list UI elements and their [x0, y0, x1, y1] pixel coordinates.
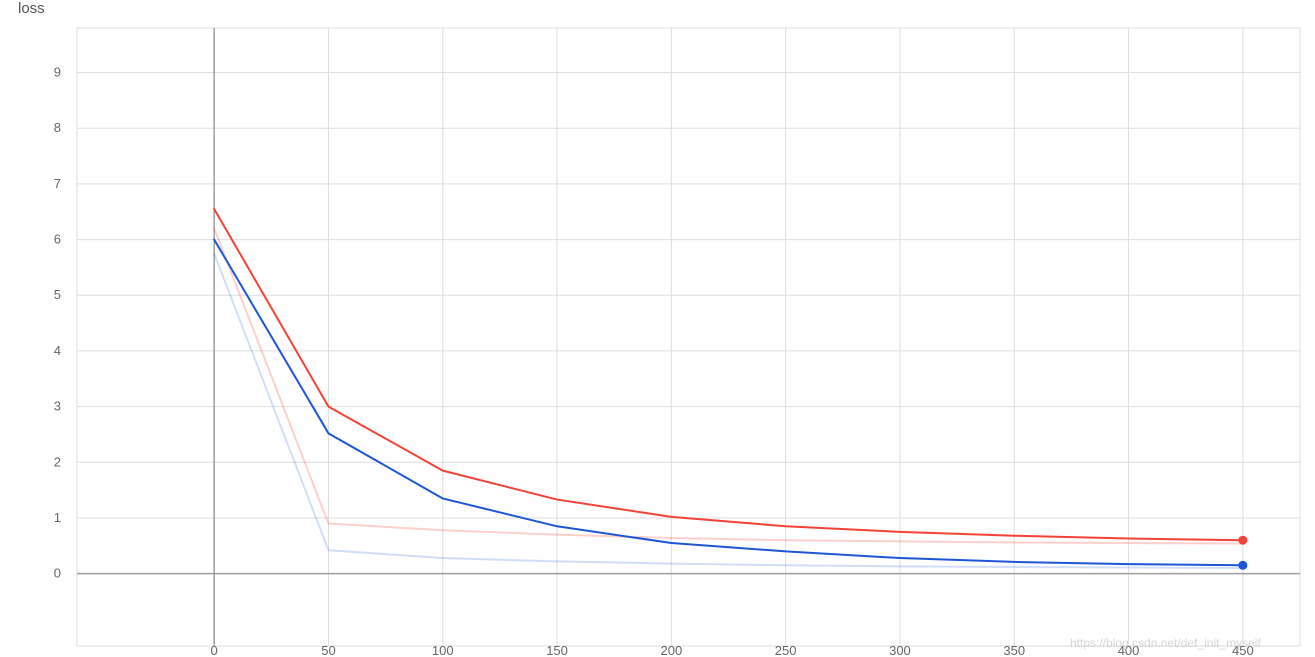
y-tick-label: 8 [54, 120, 61, 135]
watermark: https://blog.csdn.net/def_init_myself [1070, 636, 1261, 650]
x-tick-label: 150 [546, 643, 568, 657]
y-tick-label: 4 [54, 343, 61, 358]
x-tick-label: 200 [661, 643, 683, 657]
end-marker-blue-main [1238, 561, 1247, 570]
y-tick-label: 1 [54, 510, 61, 525]
end-marker-red-main [1238, 536, 1247, 545]
x-tick-label: 300 [889, 643, 911, 657]
y-tick-label: 9 [54, 65, 61, 80]
y-tick-label: 2 [54, 454, 61, 469]
y-tick-label: 0 [54, 566, 61, 581]
chart-title: loss [18, 0, 45, 17]
y-tick-label: 7 [54, 176, 61, 191]
loss-chart: loss 01234567890501001502002503003504004… [0, 0, 1315, 657]
x-tick-label: 50 [321, 643, 335, 657]
chart-svg: 0123456789050100150200250300350400450 [0, 0, 1315, 657]
x-tick-label: 250 [775, 643, 797, 657]
y-tick-label: 5 [54, 287, 61, 302]
x-tick-label: 350 [1003, 643, 1025, 657]
y-tick-label: 6 [54, 232, 61, 247]
x-tick-label: 0 [211, 643, 218, 657]
y-tick-label: 3 [54, 399, 61, 414]
x-tick-label: 100 [432, 643, 454, 657]
